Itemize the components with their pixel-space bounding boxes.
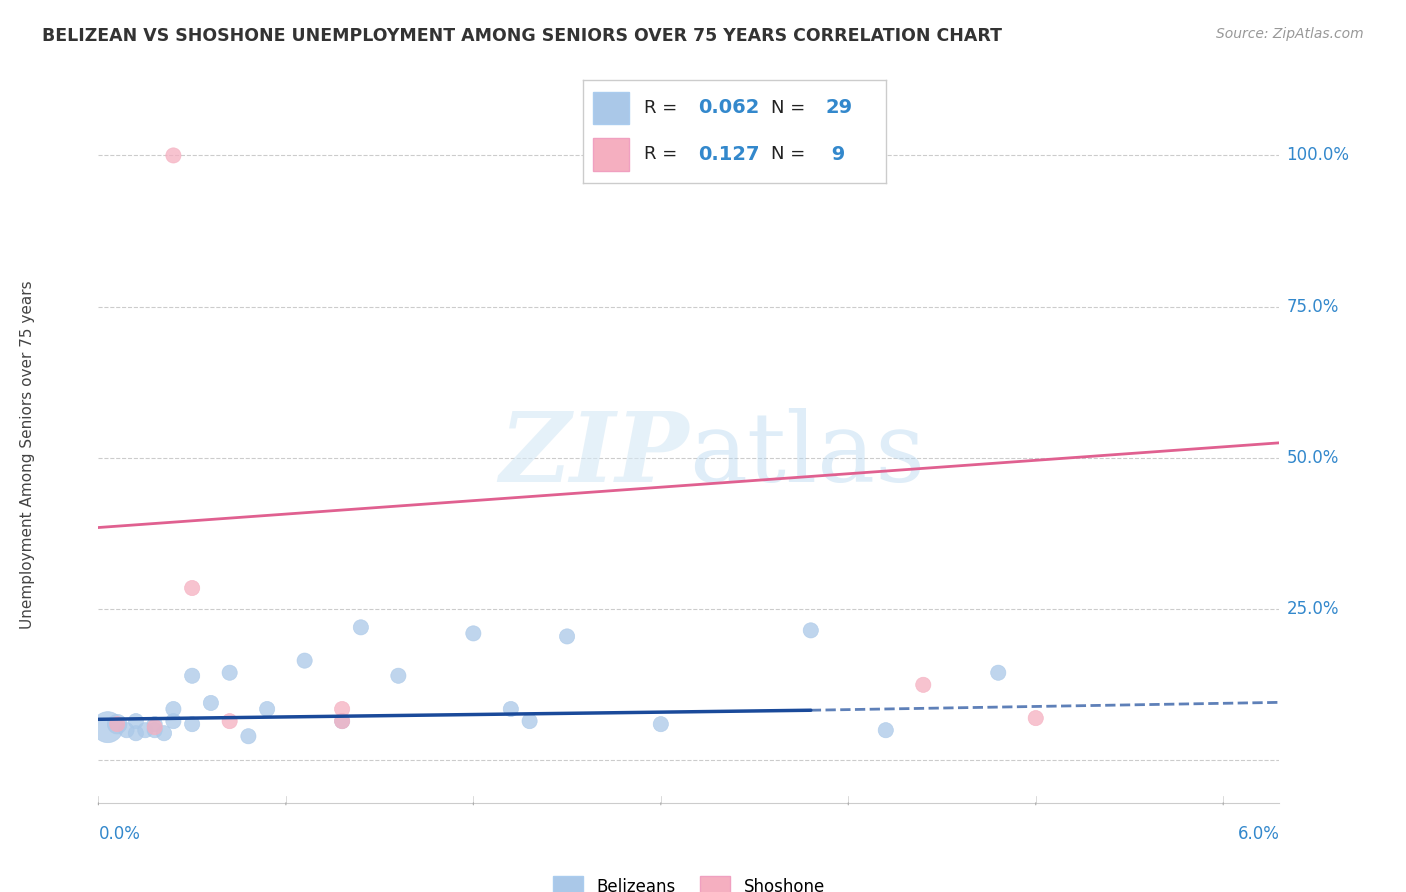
- Text: 9: 9: [825, 145, 845, 163]
- Text: Source: ZipAtlas.com: Source: ZipAtlas.com: [1216, 27, 1364, 41]
- Point: [800, 624, 823, 638]
- Point: [97, 720, 120, 734]
- Point: [218, 714, 240, 728]
- Point: [162, 702, 184, 716]
- Point: [125, 714, 148, 728]
- Text: BELIZEAN VS SHOSHONE UNEMPLOYMENT AMONG SENIORS OVER 75 YEARS CORRELATION CHART: BELIZEAN VS SHOSHONE UNEMPLOYMENT AMONG …: [42, 27, 1002, 45]
- Text: R =: R =: [644, 145, 678, 163]
- Text: ZIP: ZIP: [499, 408, 689, 502]
- Text: 75.0%: 75.0%: [1286, 298, 1339, 316]
- Point: [153, 726, 176, 740]
- Point: [105, 717, 128, 731]
- Point: [519, 714, 541, 728]
- Text: R =: R =: [644, 99, 678, 117]
- Point: [115, 723, 138, 738]
- Point: [218, 665, 240, 680]
- Text: 50.0%: 50.0%: [1286, 449, 1339, 467]
- Point: [350, 620, 373, 634]
- Point: [330, 714, 353, 728]
- Text: Unemployment Among Seniors over 75 years: Unemployment Among Seniors over 75 years: [20, 281, 35, 629]
- Point: [162, 148, 184, 162]
- Text: 0.127: 0.127: [699, 145, 759, 163]
- Text: 6.0%: 6.0%: [1237, 825, 1279, 843]
- FancyBboxPatch shape: [592, 92, 628, 124]
- Text: N =: N =: [770, 99, 806, 117]
- Point: [143, 720, 166, 734]
- Point: [134, 723, 156, 738]
- Point: [143, 723, 166, 738]
- Point: [143, 717, 166, 731]
- Point: [125, 726, 148, 740]
- Point: [387, 669, 409, 683]
- Point: [555, 629, 578, 643]
- Point: [238, 729, 260, 743]
- Text: 100.0%: 100.0%: [1286, 146, 1350, 164]
- Point: [181, 581, 204, 595]
- Text: 0.0%: 0.0%: [98, 825, 141, 843]
- Point: [463, 626, 485, 640]
- Point: [499, 702, 522, 716]
- Point: [162, 714, 184, 728]
- Point: [330, 702, 353, 716]
- Point: [181, 669, 204, 683]
- Text: N =: N =: [770, 145, 806, 163]
- Point: [181, 717, 204, 731]
- Point: [200, 696, 222, 710]
- Point: [875, 723, 897, 738]
- Point: [650, 717, 672, 731]
- Point: [330, 714, 353, 728]
- Text: 0.062: 0.062: [699, 98, 759, 118]
- Point: [256, 702, 278, 716]
- FancyBboxPatch shape: [592, 137, 628, 170]
- Point: [987, 665, 1010, 680]
- Point: [105, 717, 128, 731]
- Point: [1025, 711, 1047, 725]
- Point: [912, 678, 935, 692]
- Point: [294, 654, 316, 668]
- Text: 29: 29: [825, 98, 852, 118]
- Text: atlas: atlas: [689, 408, 925, 502]
- Text: 25.0%: 25.0%: [1286, 600, 1339, 618]
- Legend: Belizeans, Shoshone: Belizeans, Shoshone: [546, 870, 832, 892]
